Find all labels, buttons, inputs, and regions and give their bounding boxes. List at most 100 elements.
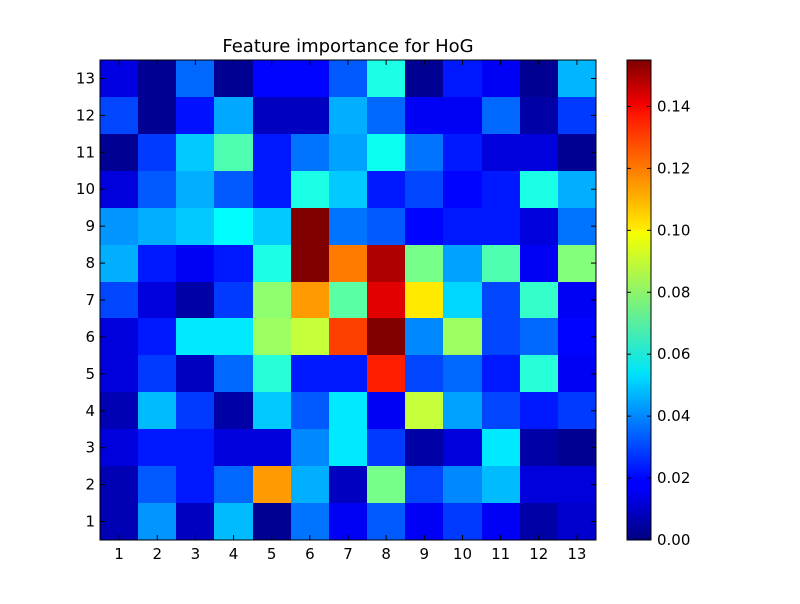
heatmap-cell — [291, 208, 329, 245]
heatmap-cell — [100, 466, 138, 503]
y-tick-label: 11 — [76, 143, 95, 161]
heatmap-cell — [138, 282, 176, 318]
heatmap-cell — [558, 245, 596, 282]
heatmap-cell — [405, 392, 443, 429]
heatmap-cell — [214, 282, 253, 318]
x-tick-label: 11 — [491, 545, 510, 563]
heatmap-cell — [443, 97, 482, 134]
heatmap-cell — [520, 245, 558, 282]
y-tick-label: 5 — [85, 365, 95, 383]
heatmap-cell — [482, 208, 520, 245]
colorbar-tick-label: 0.04 — [657, 407, 690, 425]
heatmap-cell — [176, 171, 214, 208]
heatmap-cell — [214, 97, 253, 134]
x-tick-label: 7 — [343, 545, 353, 563]
y-tick-label: 1 — [85, 513, 95, 531]
heatmap-cell — [405, 208, 443, 245]
heatmap-cell — [214, 503, 253, 540]
heatmap-cell — [100, 392, 138, 429]
heatmap-cell — [253, 60, 291, 97]
heatmap-cell — [520, 429, 558, 466]
colorbar-tick-label: 0.02 — [657, 469, 690, 487]
heatmap-cell — [443, 282, 482, 318]
heatmap-cell — [520, 466, 558, 503]
heatmap-cell — [443, 60, 482, 97]
heatmap-cell — [291, 245, 329, 282]
x-tick-label: 5 — [267, 545, 277, 563]
heatmap-cell — [405, 318, 443, 355]
heatmap-cell — [405, 97, 443, 134]
y-tick-label: 6 — [85, 328, 95, 346]
heatmap-cell — [558, 60, 596, 97]
heatmap-cell — [329, 355, 367, 392]
heatmap-cell — [100, 318, 138, 355]
heatmap-cell — [291, 503, 329, 540]
heatmap-cell — [558, 97, 596, 134]
x-tick-label: 13 — [567, 545, 586, 563]
heatmap-cell — [253, 503, 291, 540]
heatmap-cell — [100, 134, 138, 171]
heatmap-cell — [367, 503, 405, 540]
heatmap-cell — [520, 134, 558, 171]
x-axis-ticks: 1 2 3 4 5 6 7 8 9 10 11 12 13 — [114, 60, 586, 563]
heatmap-cell — [443, 208, 482, 245]
y-tick-label: 3 — [85, 439, 95, 457]
heatmap-cell — [367, 60, 405, 97]
heatmap-cell — [214, 392, 253, 429]
heatmap-cell — [176, 134, 214, 171]
heatmap-cell — [558, 134, 596, 171]
colorbar-tick-label: 0.10 — [657, 221, 690, 239]
heatmap-cell — [100, 245, 138, 282]
heatmap-cell — [329, 245, 367, 282]
heatmap-cell — [558, 466, 596, 503]
heatmap-cell — [214, 245, 253, 282]
heatmap-cell — [329, 60, 367, 97]
heatmap-cell — [443, 134, 482, 171]
x-tick-label: 1 — [114, 545, 124, 563]
heatmap-cell — [405, 282, 443, 318]
heatmap-cell — [253, 245, 291, 282]
heatmap-cell — [367, 134, 405, 171]
heatmap-cell — [367, 392, 405, 429]
heatmap-cell — [100, 503, 138, 540]
heatmap-cell — [405, 429, 443, 466]
x-tick-label: 10 — [453, 545, 472, 563]
heatmap-cell — [138, 355, 176, 392]
heatmap-cell — [329, 134, 367, 171]
heatmap-cell — [482, 355, 520, 392]
heatmap-cell — [558, 392, 596, 429]
heatmap-cell — [367, 318, 405, 355]
heatmap-cell — [291, 134, 329, 171]
heatmap-cell — [253, 171, 291, 208]
y-tick-label: 8 — [85, 254, 95, 272]
x-tick-label: 4 — [229, 545, 239, 563]
heatmap-cell — [138, 171, 176, 208]
heatmap-cell — [100, 97, 138, 134]
heatmap-cell — [253, 134, 291, 171]
heatmap-cell — [482, 97, 520, 134]
heatmap-cell — [405, 171, 443, 208]
heatmap-cell — [176, 355, 214, 392]
heatmap-cells — [100, 60, 596, 540]
heatmap-cell — [214, 134, 253, 171]
heatmap-cell — [176, 208, 214, 245]
heatmap-cell — [405, 355, 443, 392]
heatmap-cell — [520, 282, 558, 318]
heatmap-cell — [329, 429, 367, 466]
heatmap-cell — [138, 429, 176, 466]
heatmap-cell — [482, 134, 520, 171]
heatmap-cell — [138, 208, 176, 245]
heatmap-cell — [482, 318, 520, 355]
heatmap-cell — [291, 318, 329, 355]
colorbar-tick-label: 0.08 — [657, 283, 690, 301]
y-tick-label: 2 — [85, 476, 95, 494]
heatmap-cell — [138, 503, 176, 540]
heatmap-cell — [253, 392, 291, 429]
x-tick-label: 9 — [420, 545, 430, 563]
heatmap-cell — [138, 318, 176, 355]
heatmap-cell — [138, 392, 176, 429]
heatmap-cell — [214, 318, 253, 355]
heatmap-cell — [443, 171, 482, 208]
